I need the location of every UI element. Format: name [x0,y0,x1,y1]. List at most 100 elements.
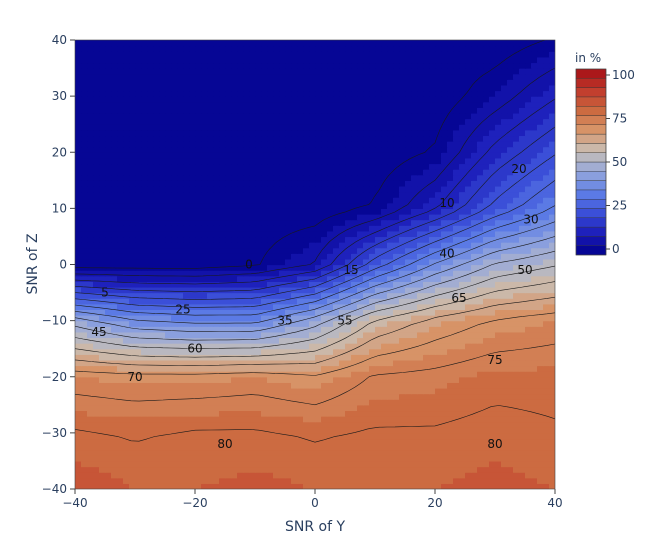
heat-cell [513,320,520,327]
heat-cell [87,225,94,232]
heat-cell [111,242,118,249]
heat-cell [405,331,412,339]
heat-cell [105,449,112,456]
heat-cell [495,230,502,238]
heat-cell [303,275,310,282]
heat-cell [465,387,472,395]
heat-cell [303,309,310,316]
heat-cell [87,444,94,451]
heat-cell [405,141,412,148]
heat-cell [267,208,274,215]
heat-cell [171,320,178,327]
heat-cell [141,157,148,165]
heat-cell [219,382,226,389]
heat-cell [195,382,202,389]
heat-cell [135,444,142,451]
heat-cell [273,208,280,215]
heat-cell [183,298,190,305]
heat-cell [351,264,358,271]
heat-cell [357,376,364,383]
heat-cell [405,185,412,193]
heat-cell [99,219,106,226]
heat-cell [183,466,190,473]
heat-cell [237,331,244,339]
heat-cell [417,331,424,339]
heat-cell [135,180,142,187]
heat-cell [243,410,250,417]
heat-cell [519,382,526,389]
heat-cell [525,393,532,400]
heat-cell [297,376,304,383]
heat-cell [207,315,214,322]
heat-cell [99,315,106,322]
heat-cell [249,309,256,316]
heat-cell [501,281,508,288]
heat-cell [399,202,406,209]
heat-cell [513,348,520,355]
heat-cell [447,236,454,243]
heat-cell [435,410,442,417]
heat-cell [165,365,172,372]
heat-cell [165,141,172,148]
heat-cell [225,354,232,361]
heat-cell [543,258,550,266]
heat-cell [105,427,112,434]
heat-cell [93,230,100,238]
heat-cell [315,477,322,484]
heat-cell [357,359,364,367]
heat-cell [513,331,520,339]
heat-cell [417,421,424,428]
heat-cell [519,331,526,339]
heat-cell [75,477,82,484]
heat-cell [165,387,172,395]
heat-cell [147,421,154,428]
heat-cell [363,421,370,428]
heat-cell [309,213,316,221]
heat-cell [291,202,298,209]
heat-cell [279,219,286,226]
heat-cell [315,174,322,181]
heat-cell [489,472,496,479]
heat-cell [189,270,196,277]
heat-cell [537,438,544,445]
heat-cell [453,163,460,170]
heat-cell [249,180,256,187]
heat-cell [477,202,484,209]
heat-cell [423,309,430,316]
heat-cell [261,180,268,187]
heat-cell [363,270,370,277]
heat-cell [87,185,94,193]
heat-cell [321,444,328,451]
heat-cell [117,303,124,310]
heat-cell [465,320,472,327]
heat-cell [213,399,220,406]
heat-cell [189,135,196,142]
heat-cell [315,146,322,153]
heat-cell [75,247,82,254]
heat-cell [495,146,502,153]
heat-cell [279,191,286,198]
heat-cell [141,219,148,226]
heat-cell [447,213,454,221]
heat-cell [459,438,466,445]
heat-cell [273,359,280,367]
heat-cell [213,331,220,339]
heat-cell [99,303,106,310]
heat-cell [531,191,538,198]
heat-cell [255,202,262,209]
heat-cell [135,208,142,215]
heat-cell [303,371,310,378]
heat-cell [243,197,250,204]
heat-cell [441,202,448,209]
heat-cell [273,455,280,462]
heat-cell [273,320,280,327]
heat-cell [327,242,334,249]
heat-cell [297,174,304,181]
heat-cell [387,343,394,350]
heat-cell [237,444,244,451]
heat-cell [297,432,304,440]
heat-cell [405,219,412,226]
heat-cell [75,174,82,181]
heat-cell [459,202,466,209]
heat-cell [219,387,226,395]
